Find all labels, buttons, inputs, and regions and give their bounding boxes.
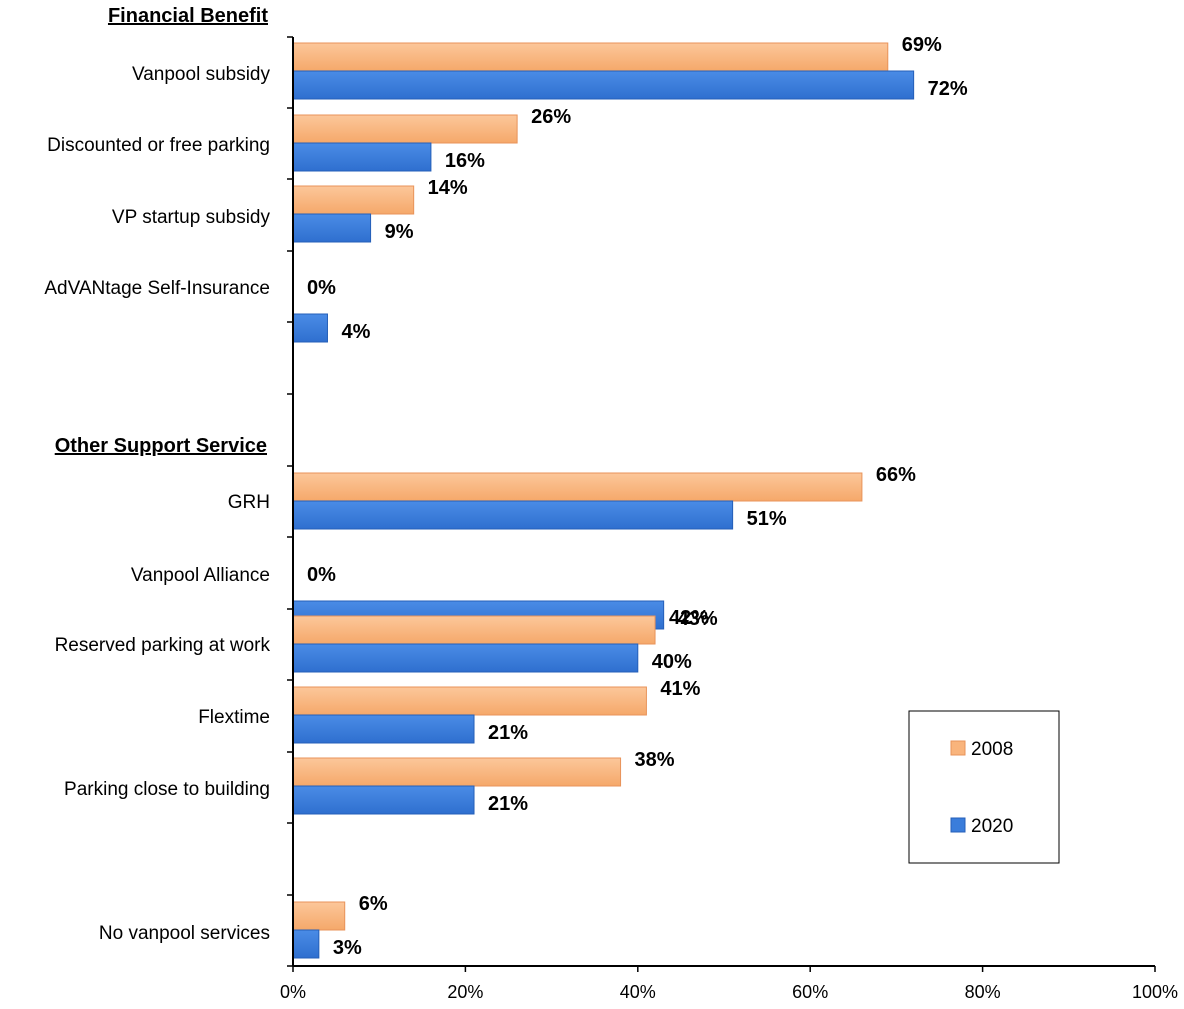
category-label-grh: GRH — [228, 492, 270, 513]
value-label-vanpool-subsidy-2008: 69% — [902, 34, 942, 56]
bar-vp-startup-subsidy-2020 — [292, 213, 372, 243]
value-label-vanpool-alliance-2008: 0% — [307, 564, 336, 586]
legend-label-2020: 2020 — [971, 816, 1013, 837]
value-label-advantage-self-insurance-2020: 4% — [341, 321, 370, 343]
category-label-discounted-or-free-parking: Discounted or free parking — [47, 135, 270, 156]
value-label-no-vanpool-services-2020: 3% — [333, 937, 362, 959]
bar-parking-close-to-building-2008 — [292, 757, 622, 787]
value-label-vp-startup-subsidy-2020: 9% — [385, 221, 414, 243]
category-label-vp-startup-subsidy: VP startup subsidy — [112, 207, 271, 228]
value-label-discounted-or-free-parking-2008: 26% — [531, 106, 571, 128]
bars-layer — [292, 42, 915, 959]
legend-swatch-2020 — [950, 817, 966, 833]
bar-vanpool-subsidy-2008 — [292, 42, 889, 72]
bar-advantage-self-insurance-2020 — [292, 313, 328, 343]
category-label-parking-close-to-building: Parking close to building — [64, 779, 270, 800]
value-label-reserved-parking-at-work-2008: 42% — [669, 607, 709, 629]
category-label-advantage-self-insurance: AdVANtage Self-Insurance — [44, 278, 270, 299]
value-label-discounted-or-free-parking-2020: 16% — [445, 150, 485, 172]
bar-vp-startup-subsidy-2008 — [292, 185, 415, 215]
section-label-other-support-service: Other Support Service — [55, 435, 267, 457]
bar-parking-close-to-building-2020 — [292, 785, 475, 815]
category-label-vanpool-subsidy: Vanpool subsidy — [132, 64, 271, 85]
x-tick-label-1: 20% — [447, 982, 483, 1002]
bar-discounted-or-free-parking-2008 — [292, 114, 518, 144]
bar-no-vanpool-services-2008 — [292, 901, 346, 931]
value-label-flextime-2020: 21% — [488, 722, 528, 744]
legend-label-2008: 2008 — [971, 739, 1013, 760]
labels-layer: Financial Benefit Other Support Service Va… — [44, 5, 968, 959]
axes-layer: 0% 20% 40% 60% 80% 100% — [280, 36, 1178, 1002]
bar-reserved-parking-at-work-2008 — [292, 615, 656, 645]
bar-flextime-2020 — [292, 714, 475, 744]
value-label-parking-close-to-building-2008: 38% — [635, 749, 675, 771]
legend-box — [908, 710, 1060, 864]
bar-grh-2020 — [292, 500, 734, 530]
x-tick-label-2: 40% — [620, 982, 656, 1002]
x-tick-label-3: 60% — [792, 982, 828, 1002]
x-tick-label-0: 0% — [280, 982, 306, 1002]
bar-flextime-2008 — [292, 686, 647, 716]
category-label-reserved-parking-at-work: Reserved parking at work — [55, 635, 271, 656]
x-tick-label-4: 80% — [965, 982, 1001, 1002]
bar-grh-2008 — [292, 472, 863, 502]
value-label-vanpool-alliance-2020: 43% — [678, 608, 718, 630]
value-label-reserved-parking-at-work-2020: 40% — [652, 651, 692, 673]
value-label-parking-close-to-building-2020: 21% — [488, 793, 528, 815]
category-label-flextime: Flextime — [198, 707, 270, 728]
value-label-no-vanpool-services-2008: 6% — [359, 893, 388, 915]
section-label-financial-benefit: Financial Benefit — [108, 5, 268, 27]
value-label-vp-startup-subsidy-2008: 14% — [428, 177, 468, 199]
value-label-grh-2020: 51% — [747, 508, 787, 530]
legend: 2008 2020 — [908, 710, 1060, 864]
legend-swatch-2008 — [950, 740, 966, 756]
value-label-advantage-self-insurance-2008: 0% — [307, 277, 336, 299]
value-label-grh-2008: 66% — [876, 464, 916, 486]
bar-discounted-or-free-parking-2020 — [292, 142, 432, 172]
category-label-no-vanpool-services: No vanpool services — [99, 923, 270, 944]
value-label-vanpool-subsidy-2020: 72% — [928, 78, 968, 100]
value-label-flextime-2008: 41% — [660, 678, 700, 700]
x-tick-label-5: 100% — [1132, 982, 1178, 1002]
bar-reserved-parking-at-work-2020 — [292, 643, 639, 673]
bar-vanpool-subsidy-2020 — [292, 70, 915, 100]
bar-no-vanpool-services-2020 — [292, 929, 320, 959]
category-label-vanpool-alliance: Vanpool Alliance — [131, 565, 270, 586]
